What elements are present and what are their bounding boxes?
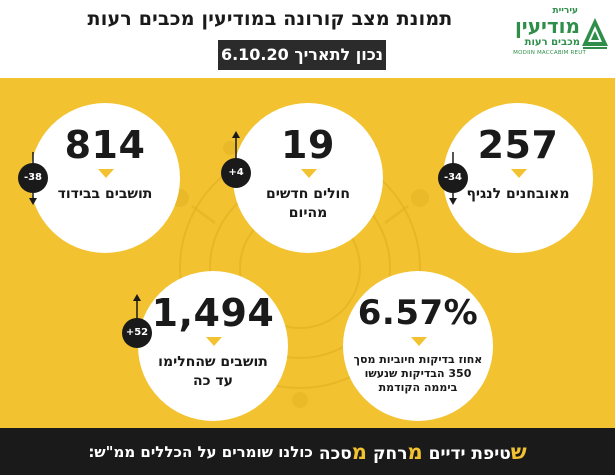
logo-city-sub: מכבים רעות [524,37,580,48]
stat-isolation: 814 תושבים בבידוד [30,103,180,253]
page-title: תמונת מצב קורונה במודיעין מכבים רעות [87,8,453,30]
slogan-letter: מ [407,439,423,464]
triangle-down-icon [301,169,317,178]
stat-value: 814 [64,123,146,167]
slogan: כולנו שומרים על הכללים ממ"ש: מסכה מרחק ש… [0,428,615,475]
slogan-intro: כולנו שומרים על הכללים ממ"ש: [88,442,313,461]
slogan-handwash: שטיפת ידיים [429,440,527,464]
stat-value: 257 [477,123,559,167]
stats-panel: 257 מאובחנים לנגיף 19 חולים חדשים מהיום … [0,78,615,428]
footer-banner: כולנו שומרים על הכללים ממ"ש: מסכה מרחק ש… [0,428,615,475]
city-logo: עיריית מודיעין מכבים רעות MODIIN MACCABI… [512,6,612,68]
stat-label: תושבים בבידוד [57,186,153,202]
stat-new-patients: 19 חולים חדשים מהיום [233,103,383,253]
stat-label: חולים חדשים מהיום [266,186,350,221]
stat-value: 1,494 [151,291,275,335]
triangle-down-icon [206,337,222,346]
change-badge-recovered: +52 [122,318,152,348]
change-badge-isolation: -38 [18,163,48,193]
date-badge: נכון לתאריך 6.10.20 [218,40,386,70]
slogan-letter: ש [510,439,527,464]
triangle-down-icon [511,169,527,178]
stat-positive-rate: 6.57% אחוז בדיקות חיוביות מסך 350 הבדיקו… [343,271,493,421]
slogan-rest: סכה [318,443,352,464]
change-badge-diagnosed: -34 [438,163,468,193]
slogan-letter: מ [351,439,367,464]
triangle-down-icon [98,169,114,178]
triangle-down-icon [411,337,427,346]
slogan-rest: טיפת ידיים [428,443,511,464]
slogan-mask: מסכה [319,440,367,464]
stat-label: תושבים שהחלימו עד כה [158,354,268,389]
change-badge-new-patients: +4 [221,158,251,188]
slogan-rest: רחק [373,443,408,464]
stat-label: אחוז בדיקות חיוביות מסך 350 הבדיקות שנעש… [353,353,483,394]
stat-value: 6.57% [357,293,479,333]
header: תמונת מצב קורונה במודיעין מכבים רעות נכו… [0,0,615,78]
logo-small-text: עיריית [552,6,578,16]
stat-label: מאובחנים לנגיף [466,186,570,202]
stat-recovered: 1,494 תושבים שהחלימו עד כה [138,271,288,421]
slogan-distance: מרחק [373,440,423,464]
logo-english-text: MODIIN MACCABIM REUT [513,50,586,56]
logo-city-name: מודיעין [514,14,580,38]
stat-value: 19 [281,123,335,167]
stat-diagnosed: 257 מאובחנים לנגיף [443,103,593,253]
city-emblem-icon [582,18,608,49]
